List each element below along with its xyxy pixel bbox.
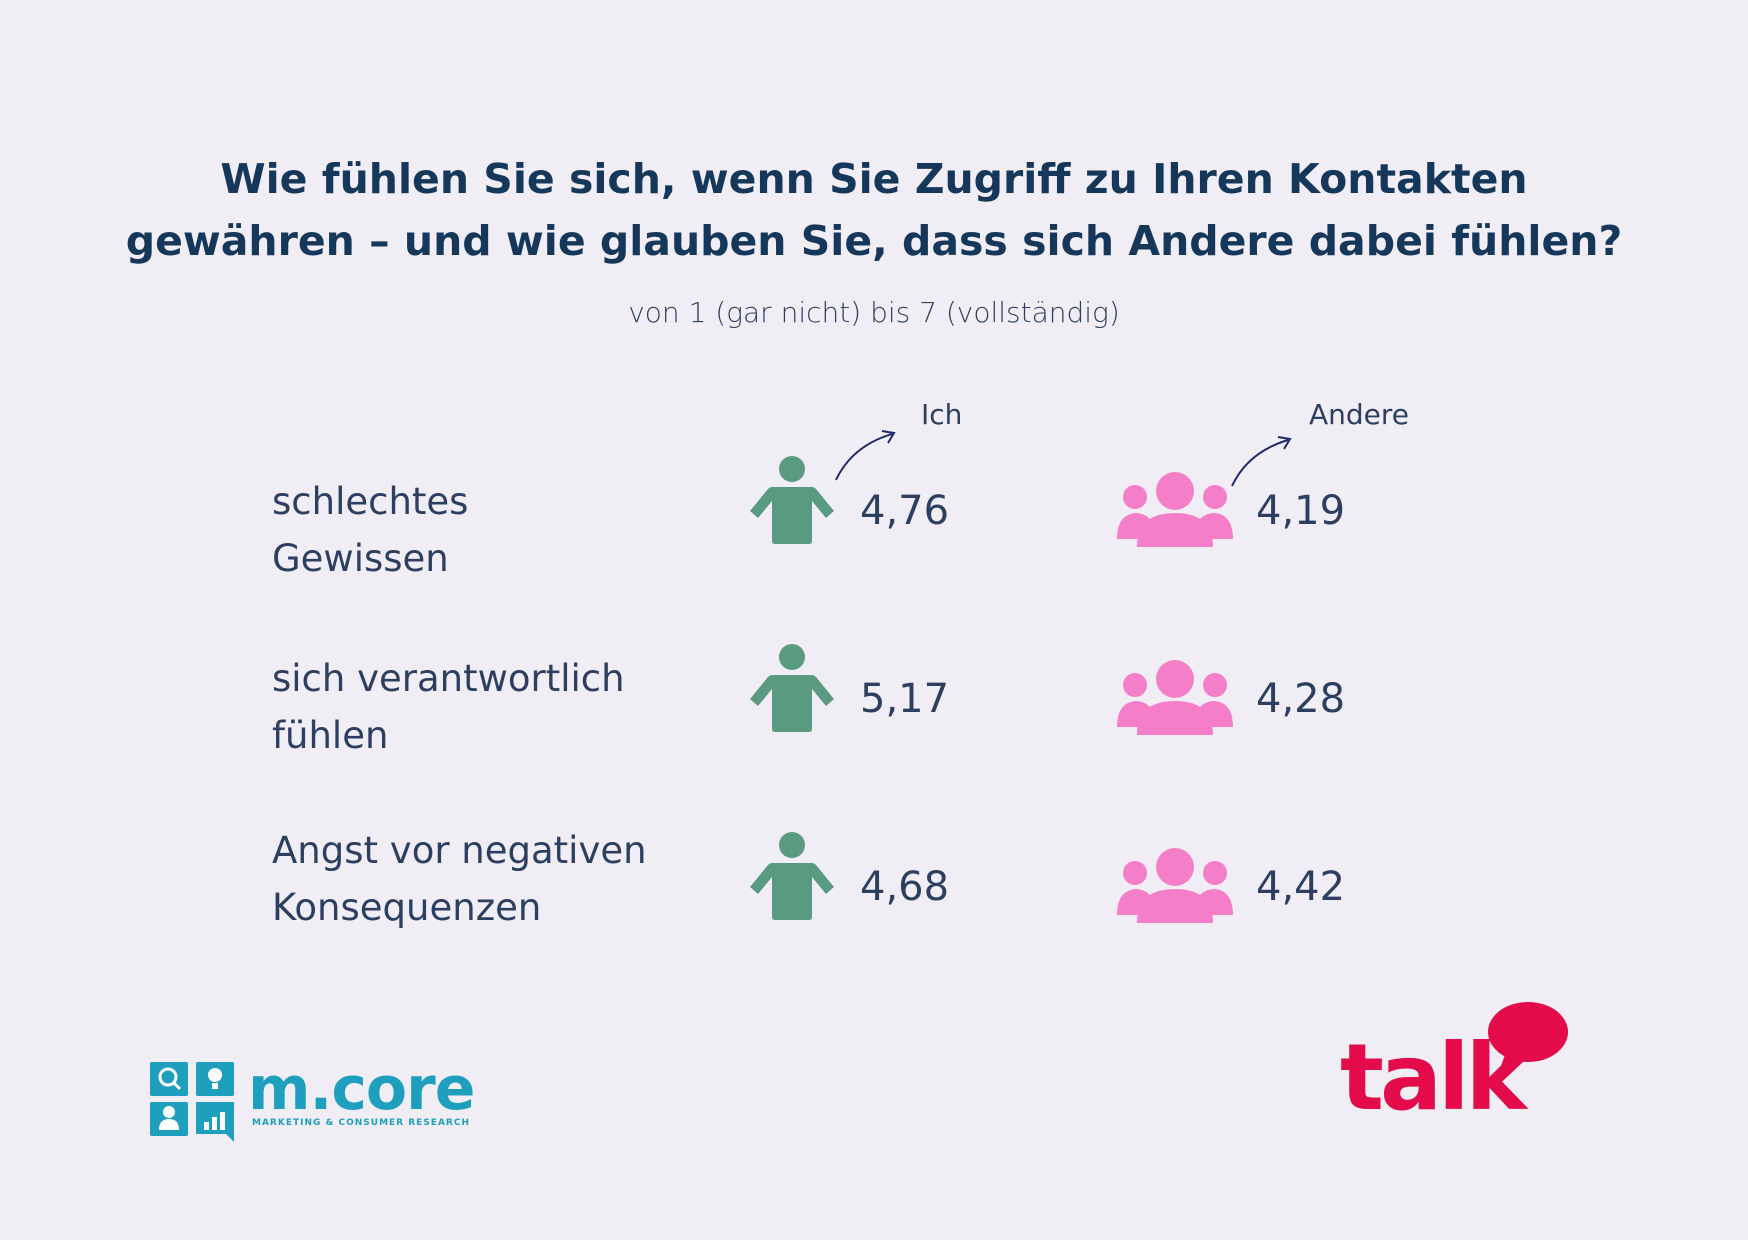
value-andere-sich-verantwortlich-fuehlen: 4,28 [1256, 676, 1346, 722]
talk-logo-name: talk [1340, 1024, 1527, 1131]
row-label-line: Angst vor negativen [272, 829, 647, 872]
mcore-logo-icon [150, 1062, 234, 1142]
arrow-ich-icon [835, 430, 896, 481]
chart-subtitle: von 1 (gar nicht) bis 7 (vollständig) [628, 296, 1120, 329]
chart-title: Wie fühlen Sie sich, wenn Sie Zugriff zu… [0, 148, 1748, 272]
value-ich-schlechtes-gewissen: 4,76 [860, 488, 950, 534]
row-label-line: fühlen [272, 714, 389, 757]
group-icon [1117, 660, 1233, 735]
talk-logo: talk [1340, 1000, 1580, 1140]
mcore-logo: m.core MARKETING & CONSUMER RESEARCH [150, 1054, 480, 1142]
person-icon [750, 644, 834, 732]
row-label-line: Konsequenzen [272, 886, 542, 929]
column-label-ich: Ich [921, 398, 963, 431]
column-label-andere: Andere [1309, 398, 1410, 431]
mcore-logo-tagline: MARKETING & CONSUMER RESEARCH [252, 1118, 470, 1128]
row-label-line: schlechtes [272, 480, 469, 523]
value-andere-angst-vor-negativen-konsequenzen: 4,42 [1256, 864, 1346, 910]
mcore-logo-name: m.core [248, 1054, 475, 1124]
value-ich-sich-verantwortlich-fuehlen: 5,17 [860, 676, 950, 722]
row-label-line: Gewissen [272, 537, 449, 580]
value-ich-angst-vor-negativen-konsequenzen: 4,68 [860, 864, 950, 910]
row-label-sich-verantwortlich-fuehlen: sich verantwortlich fühlen [272, 650, 625, 764]
group-icon [1117, 848, 1233, 923]
row-label-line: sich verantwortlich [272, 657, 625, 700]
speech-bubble-icon [1488, 1002, 1568, 1074]
chart-title-line-1: Wie fühlen Sie sich, wenn Sie Zugriff zu… [220, 155, 1528, 203]
chart-title-line-2: gewähren – und wie glauben Sie, dass sic… [125, 217, 1623, 265]
person-icon [750, 832, 834, 920]
value-andere-schlechtes-gewissen: 4,19 [1256, 488, 1346, 534]
person-icon [750, 456, 834, 544]
row-label-angst-vor-negativen-konsequenzen: Angst vor negativen Konsequenzen [272, 822, 647, 936]
row-label-schlechtes-gewissen: schlechtes Gewissen [272, 473, 468, 587]
arrow-andere-icon [1231, 436, 1292, 487]
group-icon [1117, 472, 1233, 547]
